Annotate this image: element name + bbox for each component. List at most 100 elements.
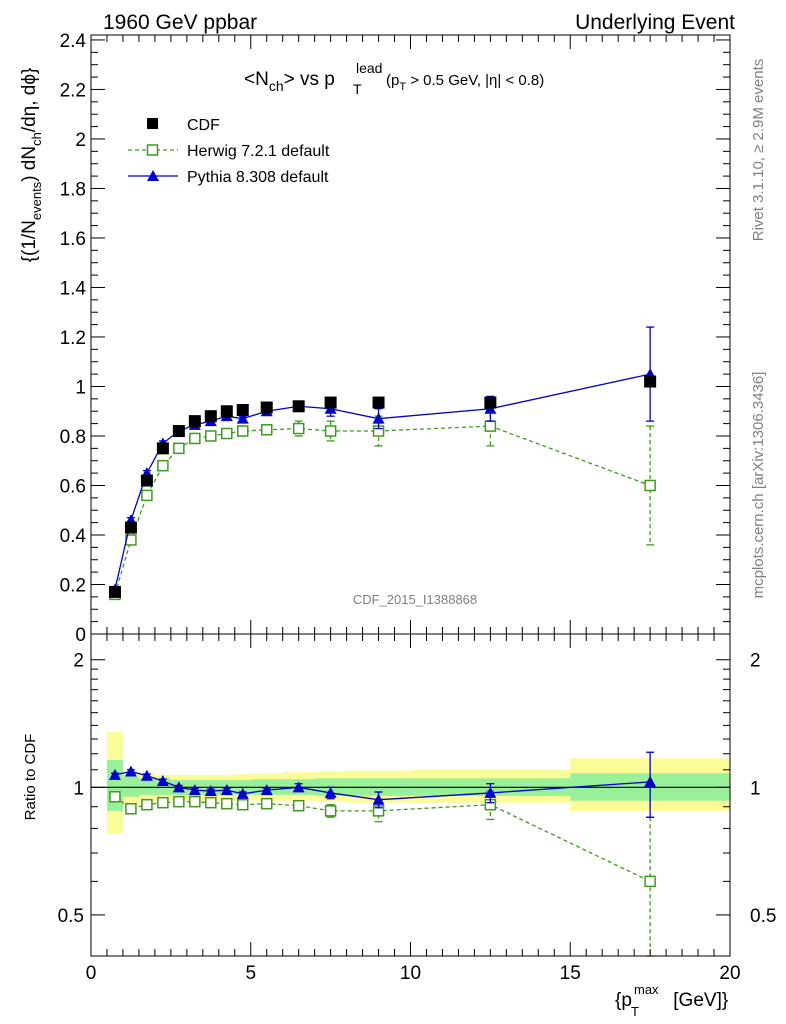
ratio-ytick-label: 1	[73, 778, 84, 799]
herwig-point	[237, 798, 249, 811]
herwig-point	[644, 479, 656, 492]
xtick-label: 20	[719, 963, 740, 984]
herwig-point	[157, 459, 169, 472]
pythia-point	[236, 787, 249, 799]
ratio-ytick-label-right: 2	[750, 651, 761, 672]
cdf-point	[204, 410, 217, 423]
herwig-point	[109, 791, 121, 803]
plot-title: <Nch> vs plead T (pT > 0.5 GeV, |η| < 0.8)	[244, 60, 544, 97]
pythia-point	[220, 784, 233, 796]
ytick-label: 0.6	[60, 476, 86, 497]
herwig-point	[324, 425, 337, 437]
xtick-label: 0	[86, 963, 97, 984]
cdf-point	[140, 474, 153, 487]
main-panel-xticks	[90, 35, 731, 634]
herwig-point	[205, 796, 217, 809]
cdf-point	[372, 396, 385, 409]
herwig-point	[484, 420, 497, 432]
herwig-point	[189, 432, 201, 445]
ytick-label: 1.8	[60, 179, 86, 200]
ratio-ytick-label-right: 0.5	[750, 906, 776, 927]
ratio-ylabel: Ratio to CDF	[22, 734, 39, 821]
herwig-point	[292, 799, 305, 812]
pythia-point	[372, 412, 385, 424]
cdf-point	[236, 403, 249, 416]
cdf-point	[172, 425, 185, 438]
ratio-ytick-label: 0.5	[58, 906, 84, 927]
ratio-band-inner	[122, 776, 139, 797]
herwig-point	[141, 798, 153, 811]
cdf-point	[124, 521, 137, 534]
xtick-label: 10	[400, 963, 421, 984]
pythia-point	[156, 774, 169, 786]
ytick-label: 2.4	[60, 31, 87, 52]
header-right: Underlying Event	[575, 11, 735, 34]
cdf-point	[324, 396, 337, 409]
herwig-line	[114, 796, 651, 882]
herwig-point	[173, 795, 185, 808]
herwig-point	[205, 430, 217, 442]
herwig-point	[260, 797, 273, 810]
cdf-point	[292, 400, 305, 413]
cdf-point	[260, 401, 273, 414]
herwig-point	[221, 797, 233, 810]
herwig-point	[237, 425, 249, 437]
legend-pythia-label: Pythia 8.308 default	[187, 169, 329, 186]
ytick-label: 0.2	[60, 575, 86, 596]
ytick-label: 0.8	[60, 427, 86, 448]
pythia-point	[172, 781, 185, 793]
ytick-label: 1.2	[60, 328, 86, 349]
herwig-point	[125, 803, 137, 815]
herwig-point	[221, 427, 233, 440]
pythia-point	[204, 785, 217, 797]
ytick-label: 0	[75, 625, 86, 646]
x-axis-label: {pmax T [GeV]}	[615, 982, 728, 1019]
ytick-label: 0.4	[60, 526, 87, 547]
analysis-watermark: CDF_2015_I1388868	[353, 592, 477, 607]
pythia-point	[484, 786, 497, 798]
legend-cdf-label: CDF	[187, 117, 220, 134]
pythia-point	[124, 765, 137, 777]
ytick-label: 2	[75, 130, 86, 151]
legend: CDF Herwig 7.2.1 default Pythia 8.308 de…	[128, 117, 330, 186]
ytick-label: 1.4	[60, 278, 87, 299]
cdf-point	[644, 375, 657, 388]
rivet-label: Rivet 3.1.10, ≥ 2.9M events	[750, 59, 767, 242]
legend-pythia-marker	[147, 170, 159, 181]
main-panel-yticks: 0 0.2 0.4 0.6 0.8 1 1.2 1.4 1.6 1.8 2 2.2 2.4	[60, 31, 730, 646]
herwig-line	[114, 425, 651, 595]
ytick-label: 2.2	[60, 80, 86, 101]
cdf-point	[156, 442, 169, 455]
herwig-point	[157, 796, 169, 809]
ratio-panel-yticks: 0.5 0.5 1 1 2 2	[58, 651, 777, 927]
mcplots-label: mcplots.cern.ch [arXiv:1306.3436]	[750, 372, 767, 599]
herwig-point	[173, 442, 185, 455]
header-left: 1960 GeV ppbar	[103, 11, 257, 34]
ratio-ytick-label-right: 1	[750, 778, 761, 799]
main-panel-data	[108, 326, 657, 601]
herwig-point	[324, 805, 337, 817]
pythia-point	[372, 793, 385, 805]
main-ylabel: {(1/Nevents) dNch/dη, dϕ}	[19, 68, 44, 263]
herwig-point	[189, 795, 201, 808]
cdf-point	[220, 405, 233, 418]
main-panel: 0 0.2 0.4 0.6 0.8 1 1.2 1.4 1.6 1.8 2 2.2 2.4 <Nch> …	[19, 31, 731, 646]
pythia-point	[292, 781, 305, 793]
legend-herwig-label: Herwig 7.2.1 default	[187, 143, 330, 160]
ratio-band-inner	[138, 778, 155, 795]
cdf-point	[108, 585, 121, 598]
ratio-band-inner	[106, 760, 123, 811]
pythia-point	[260, 784, 273, 796]
herwig-point	[141, 489, 153, 502]
ytick-label: 1	[75, 377, 86, 398]
pythia-point	[140, 769, 153, 781]
pythia-point	[236, 412, 249, 424]
cdf-point	[188, 415, 201, 428]
cdf-point	[484, 396, 497, 409]
ytick-label: 1.6	[60, 229, 86, 250]
pythia-point	[644, 775, 657, 787]
xtick-label: 5	[245, 963, 256, 984]
pythia-point	[188, 784, 201, 796]
herwig-point	[292, 422, 305, 435]
legend-cdf-marker	[147, 118, 158, 129]
